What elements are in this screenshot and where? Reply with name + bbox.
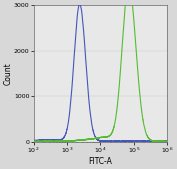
X-axis label: FITC-A: FITC-A — [88, 156, 112, 165]
Y-axis label: Count: Count — [4, 62, 12, 85]
